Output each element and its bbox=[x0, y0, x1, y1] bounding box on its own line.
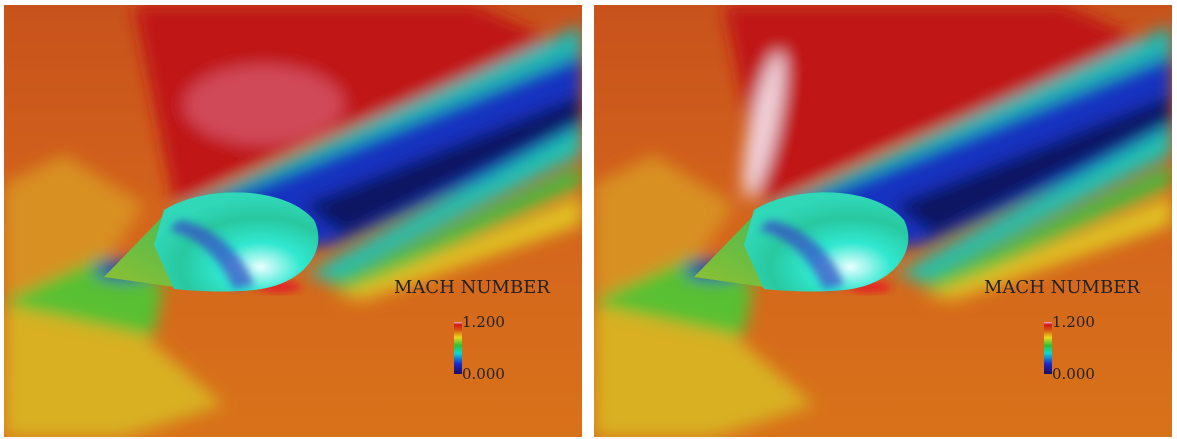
contours bbox=[4, 5, 582, 437]
flow-panel: MACH NUMBER 1.200 0.000 bbox=[594, 5, 1172, 437]
wake-band bbox=[304, 125, 582, 280]
colorbar bbox=[454, 322, 462, 374]
body-shade bbox=[169, 220, 254, 289]
peak-region bbox=[184, 65, 344, 145]
wake-core bbox=[894, 95, 1172, 235]
body bbox=[154, 192, 319, 292]
legend-title: MACH NUMBER bbox=[984, 277, 1140, 298]
flow-field bbox=[4, 5, 582, 437]
wake-core bbox=[304, 95, 582, 235]
colorbar-min: 0.000 bbox=[462, 365, 505, 383]
side-region bbox=[594, 155, 734, 300]
colorbar-min: 0.000 bbox=[1052, 365, 1095, 383]
colorbar-max: 1.200 bbox=[1052, 313, 1095, 331]
wake-band bbox=[324, 165, 582, 290]
side-region bbox=[594, 305, 814, 437]
wake-band bbox=[924, 195, 1172, 300]
legend: MACH NUMBER 1.200 0.000 bbox=[984, 277, 1140, 383]
legend-title: MACH NUMBER bbox=[394, 277, 550, 298]
high-mach-region bbox=[724, 5, 1154, 205]
peak-region bbox=[743, 51, 785, 199]
legend: MACH NUMBER 1.200 0.000 bbox=[394, 277, 550, 383]
flow-panel: MACH NUMBER 1.200 0.000 bbox=[4, 5, 582, 437]
flow-field bbox=[594, 5, 1172, 437]
side-region bbox=[4, 155, 144, 300]
side-region bbox=[4, 305, 224, 437]
colorbar-max: 1.200 bbox=[462, 313, 505, 331]
wake-band bbox=[334, 195, 582, 300]
high-mach-region bbox=[134, 5, 564, 205]
body bbox=[744, 192, 909, 292]
wake-band bbox=[894, 125, 1172, 280]
colorbar bbox=[1044, 322, 1052, 374]
wake-band bbox=[914, 165, 1172, 290]
body-shade bbox=[759, 220, 844, 289]
